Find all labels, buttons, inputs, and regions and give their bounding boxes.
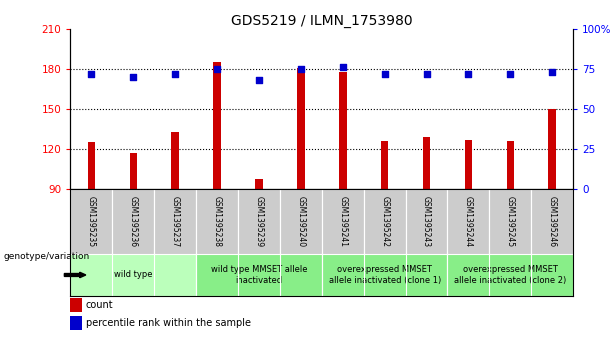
Bar [280,189,322,254]
Point [380,71,390,77]
Point [422,71,432,77]
Bar [129,153,137,189]
Bar [506,141,514,189]
Text: GSM1395241: GSM1395241 [338,196,348,247]
Bar [255,179,263,189]
Bar [196,254,322,296]
Text: GSM1395236: GSM1395236 [129,196,138,247]
Text: genotype/variation: genotype/variation [3,252,89,261]
Point [212,66,222,72]
Bar [447,254,573,296]
Bar [238,189,280,254]
Text: overexpressed MMSET
allele inactivated (clone 2): overexpressed MMSET allele inactivated (… [454,265,566,285]
Bar [406,189,447,254]
Text: GSM1395244: GSM1395244 [464,196,473,247]
Point [463,71,473,77]
Bar [154,189,196,254]
Point [86,71,96,77]
Bar [489,189,531,254]
Text: GSM1395246: GSM1395246 [547,196,557,247]
Bar [297,68,305,189]
Text: GSM1395240: GSM1395240 [296,196,305,247]
Bar [213,62,221,189]
Bar [88,142,95,189]
Point [338,65,348,70]
Bar [531,189,573,254]
Text: GSM1395237: GSM1395237 [170,196,180,247]
Bar [447,189,489,254]
Bar [70,254,196,296]
Point [254,77,264,83]
Bar [112,189,154,254]
Text: GSM1395238: GSM1395238 [213,196,222,247]
Bar [465,139,472,189]
Bar [339,72,346,189]
Point [170,71,180,77]
Text: GSM1395243: GSM1395243 [422,196,431,247]
Text: GSM1395235: GSM1395235 [87,196,96,247]
Bar [549,109,556,189]
Point [296,66,306,72]
Bar [322,189,364,254]
Bar [322,254,447,296]
Bar [70,189,112,254]
Text: count: count [86,300,113,310]
Text: GSM1395239: GSM1395239 [254,196,264,247]
Point [505,71,515,77]
Text: wild type: wild type [114,270,153,280]
Bar [381,141,389,189]
Bar [172,131,179,189]
Text: percentile rank within the sample: percentile rank within the sample [86,318,251,328]
Bar [423,137,430,189]
Point [129,74,139,80]
Title: GDS5219 / ILMN_1753980: GDS5219 / ILMN_1753980 [231,14,413,28]
Text: GSM1395242: GSM1395242 [380,196,389,247]
Text: wild type MMSET allele
inactivated: wild type MMSET allele inactivated [211,265,307,285]
Bar [364,189,406,254]
Text: overexpressed MMSET
allele inactivated (clone 1): overexpressed MMSET allele inactivated (… [329,265,441,285]
Bar [196,189,238,254]
Text: GSM1395245: GSM1395245 [506,196,515,247]
Point [547,69,557,75]
